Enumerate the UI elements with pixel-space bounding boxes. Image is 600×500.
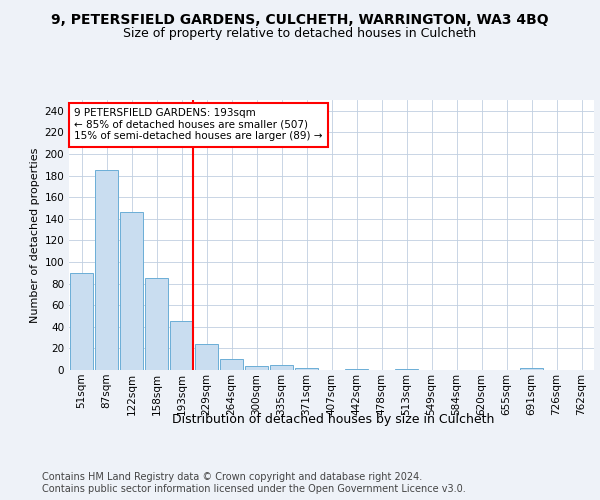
Bar [345,369,368,370]
Bar [95,170,118,370]
Bar [520,368,543,370]
Bar [295,368,318,370]
Bar [270,364,293,370]
Bar [170,322,193,370]
Bar [195,344,218,370]
Text: 9 PETERSFIELD GARDENS: 193sqm
← 85% of detached houses are smaller (507)
15% of : 9 PETERSFIELD GARDENS: 193sqm ← 85% of d… [74,108,323,142]
Text: Size of property relative to detached houses in Culcheth: Size of property relative to detached ho… [124,28,476,40]
Text: Distribution of detached houses by size in Culcheth: Distribution of detached houses by size … [172,412,494,426]
Bar [70,273,93,370]
Text: Contains public sector information licensed under the Open Government Licence v3: Contains public sector information licen… [42,484,466,494]
Bar [395,369,418,370]
Text: 9, PETERSFIELD GARDENS, CULCHETH, WARRINGTON, WA3 4BQ: 9, PETERSFIELD GARDENS, CULCHETH, WARRIN… [51,12,549,26]
Text: Contains HM Land Registry data © Crown copyright and database right 2024.: Contains HM Land Registry data © Crown c… [42,472,422,482]
Bar [145,278,168,370]
Bar [220,359,243,370]
Bar [120,212,143,370]
Y-axis label: Number of detached properties: Number of detached properties [30,148,40,322]
Bar [245,366,268,370]
